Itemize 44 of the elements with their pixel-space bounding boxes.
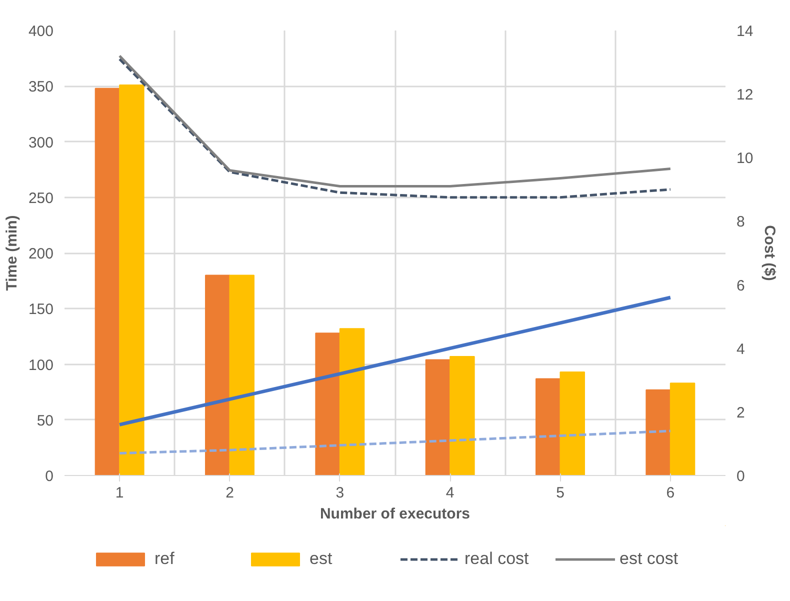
x-tick-label: 6 — [666, 484, 675, 502]
bar — [315, 332, 340, 476]
y-tick-label: 0 — [45, 468, 54, 485]
x-tick-label: 1 — [115, 484, 124, 502]
bar — [229, 274, 254, 476]
y2-tick-label: 6 — [736, 277, 745, 294]
y2-tick-label: 4 — [736, 340, 745, 358]
line-series — [118, 296, 672, 426]
y-tick-label: 250 — [28, 190, 54, 207]
bar — [670, 382, 696, 476]
bar — [646, 389, 671, 476]
bar — [205, 274, 230, 476]
legend-label: est cost — [620, 549, 680, 569]
y2-tick-label: 2 — [736, 404, 745, 422]
y-tick-label: 50 — [36, 412, 54, 430]
x-axis-title: Number of executors — [320, 506, 470, 522]
bar — [339, 328, 365, 476]
legend-label: ref — [154, 549, 176, 569]
bar — [94, 88, 120, 476]
bar — [119, 84, 144, 476]
x-tick-label: 3 — [336, 484, 344, 502]
bar — [536, 378, 561, 476]
bar — [560, 372, 585, 476]
y2-tick-label: 14 — [736, 23, 754, 40]
bar — [425, 359, 451, 476]
y-tick-label: 350 — [28, 78, 54, 96]
y2-tick-label: 12 — [736, 86, 754, 104]
x-tick-label: 4 — [446, 484, 454, 502]
y-tick-label: 300 — [28, 134, 54, 152]
y-tick-label: 200 — [28, 246, 54, 262]
y2-tick-label: 0 — [736, 468, 745, 485]
line-series — [118, 430, 672, 454]
x-tick-label: 2 — [226, 484, 234, 502]
x-tick-label: 5 — [556, 484, 564, 502]
y-tick-label: 150 — [28, 301, 54, 318]
y2-tick-label: 8 — [736, 214, 745, 231]
y-axis-title: Time (min) — [3, 215, 20, 291]
y-tick-label: 400 — [28, 23, 54, 40]
legend-label: est — [310, 549, 334, 569]
bar — [450, 356, 475, 476]
y2-axis-title: Cost ($) — [761, 225, 778, 281]
y-tick-label: 100 — [28, 356, 54, 374]
y2-tick-label: 10 — [736, 150, 754, 168]
legend-label: real cost — [464, 549, 530, 569]
